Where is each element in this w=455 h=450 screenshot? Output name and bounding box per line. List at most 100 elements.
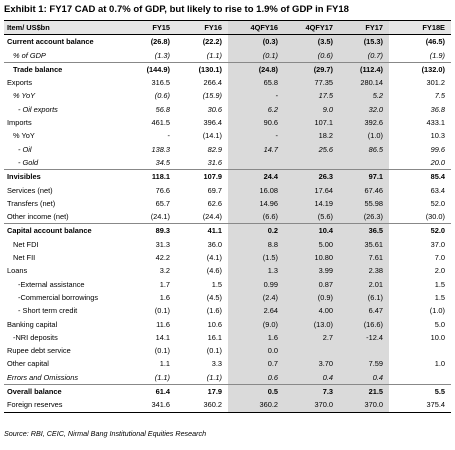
value-cell [339,344,389,358]
exhibit-title: Exhibit 1: FY17 CAD at 0.7% of GDP, but … [4,4,349,15]
value-cell: (14.1) [202,131,222,141]
value-cell: - [228,129,284,143]
value-cell: 2.38 [339,264,389,278]
value-cell: (0.1) [206,346,222,356]
value-cell: 280.14 [339,76,389,90]
value-cell: - [167,131,170,141]
value-cell: 5.2 [339,89,389,103]
value-cell: 16.1 [207,332,222,342]
value-cell: 77.35 [284,76,339,90]
row-label: - Short term credit [18,306,78,316]
value-cell [339,155,389,170]
value-cell: 1.5 [434,279,445,289]
value-cell [284,155,339,170]
value-cell: 69.7 [207,185,222,195]
value-cell: (144.9) [124,61,176,77]
value-cell: (22.2) [176,34,228,49]
value-cell: 10.4 [284,223,339,238]
value-cell: (1.6) [206,306,222,316]
row-label: -External assistance [18,279,85,289]
value-cell: (9.0) [228,317,284,331]
value-cell: (1.3) [154,50,170,60]
table-row: - Oil 138.3 82.9 14.7 25.6 86.5 99.6 [4,142,451,156]
value-cell: 7.3 [284,384,339,399]
row-label: - Oil [18,144,32,154]
data-table: Item/ US$bn FY15 FY16 4QFY16 4QFY17 FY17 FY18E… [4,20,451,413]
table-row: Overall balance 61.4 17.9 0.5 7.3 21.5 5.5 [4,384,451,399]
table-row: % of GDP (1.3) (1.1) (0.1) (0.6) (0.7) (1.9) [4,48,451,63]
value-cell: 0.6 [228,370,284,385]
value-cell: 3.2 [159,266,170,276]
table-row: -Commercial borrowings 1.6 (4.5) (2.4) (0.9)… [4,290,451,305]
value-cell: (0.1) [154,306,170,316]
value-cell: 1.3 [228,264,284,278]
value-cell: 99.6 [430,144,445,154]
value-cell: 433.1 [426,118,446,128]
value-cell: 97.1 [339,169,389,184]
row-label: - Oil exports [18,104,58,114]
value-cell: 76.6 [155,185,170,195]
table-row: Current account balance (26.8) (22.2) (0.3)… [4,34,451,49]
value-cell: (13.0) [284,317,339,331]
value-cell: 5.0 [434,319,445,329]
value-cell: 85.4 [389,169,451,184]
value-cell: 1.1 [159,359,170,369]
value-cell: 392.6 [339,116,389,130]
value-cell: (15.9) [202,91,222,101]
table-row: Exports 316.5 266.4 65.8 77.35 280.14 301.2 [4,76,451,90]
header-cell: 4QFY16 [228,20,284,36]
value-cell: 375.4 [426,400,446,410]
value-cell: 18.2 [284,129,339,143]
value-cell: 5.00 [284,237,339,252]
row-label: Invisibles [4,169,124,184]
row-label: Loans [7,266,28,276]
value-cell: 301.2 [426,78,446,88]
header-cell: 4QFY17 [284,20,339,36]
value-cell: 1.5 [434,292,445,302]
value-cell: 1.5 [211,279,222,289]
value-cell: 0.4 [284,370,339,385]
header-cell: FY16 [176,20,228,36]
value-cell: 21.5 [339,384,389,399]
value-cell: 3.70 [284,357,339,371]
row-label: Errors and Omissions [7,372,79,382]
value-cell: 61.4 [124,384,176,399]
value-cell: 26.3 [284,169,339,184]
value-cell: 0.0 [228,344,284,358]
value-cell: 0.2 [228,223,284,238]
value-cell: 32.0 [339,102,389,117]
table-row: Imports 461.5 396.4 90.6 107.1 392.6 433.1 [4,116,451,130]
value-cell: 63.4 [430,185,445,195]
value-cell: 7.61 [339,251,389,265]
value-cell: 16.08 [228,183,284,197]
value-cell: (29.7) [284,61,339,77]
value-cell: 3.99 [284,264,339,278]
value-cell: 52.0 [389,223,451,238]
value-cell: 107.1 [284,116,339,130]
value-cell [389,344,451,357]
value-cell: 11.6 [156,319,170,329]
value-cell: 36.8 [430,104,445,114]
value-cell: 138.3 [151,144,171,154]
value-cell: (4.1) [206,253,222,263]
row-label: % YoY [13,91,36,101]
value-cell: 1.0 [434,359,445,369]
value-cell: 25.6 [284,142,339,156]
table-body: Current account balance (26.8) (22.2) (0.3)… [4,34,451,413]
value-cell: (130.1) [176,61,228,77]
value-cell: 461.5 [151,118,171,128]
value-cell: (1.1) [206,50,222,60]
value-cell: (0.7) [339,48,389,63]
value-cell: 36.0 [207,239,222,249]
value-cell: (2.4) [228,290,284,305]
table-row: -NRI deposits 14.1 16.1 1.6 2.7 -12.4 10.0 [4,330,451,345]
table-row: Loans 3.2 (4.6) 1.3 3.99 2.38 2.0 [4,264,451,278]
value-cell: (0.6) [154,91,170,101]
value-cell: 14.96 [228,196,284,211]
value-cell: 24.4 [228,169,284,184]
value-cell: (24.1) [150,212,170,222]
value-cell: 42.2 [155,253,170,263]
table-row: Capital account balance 89.3 41.1 0.2 10.4 36… [4,223,451,238]
value-cell: (16.6) [339,317,389,331]
value-cell: -12.4 [339,330,389,345]
